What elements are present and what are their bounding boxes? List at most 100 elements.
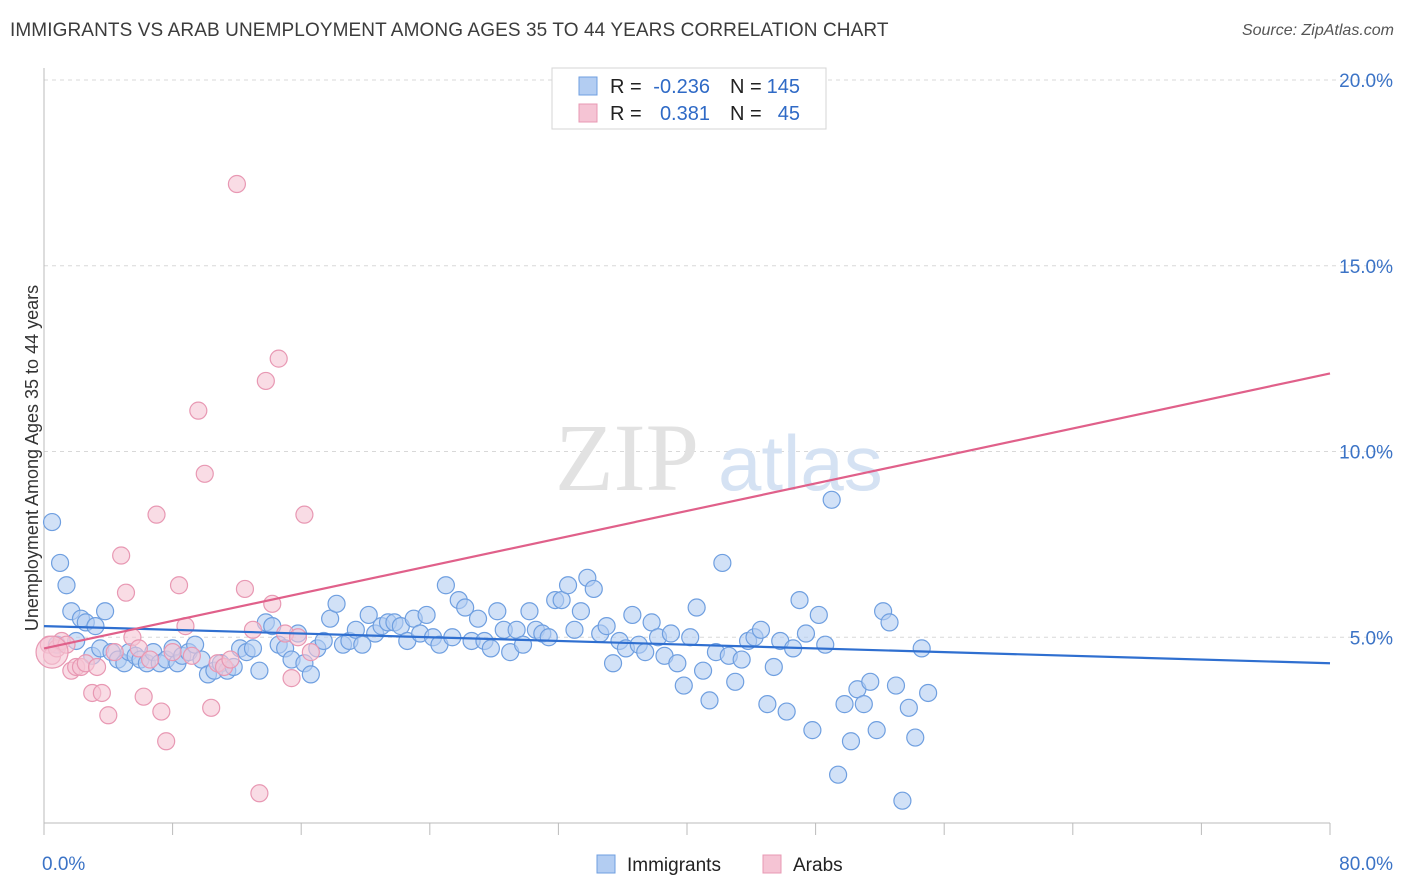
legend-r-value-2: 0.381	[660, 103, 710, 125]
immigrants-point-120	[790, 590, 809, 610]
immigrants-point-100	[661, 624, 681, 643]
arabs-point-42	[288, 628, 308, 647]
immigrants-point-91	[603, 654, 623, 673]
immigrants-point-46	[314, 631, 333, 651]
legend-r-label-2: R =	[610, 103, 642, 125]
bottom-swatch-immigrants	[596, 854, 616, 874]
legend-box: R = -0.236 N = 145 R = 0.381 N = 45	[551, 67, 827, 130]
immigrants-point-111	[732, 650, 751, 669]
arabs-trend-line	[43, 372, 1331, 650]
arabs-point-26	[182, 646, 201, 665]
immigrants-point-36	[250, 661, 269, 680]
arabs-point-21	[152, 702, 171, 721]
immigrants-point-78	[520, 602, 539, 621]
trend-lines	[43, 372, 1331, 665]
immigrants-point-126	[829, 765, 848, 784]
legend-n-label-1: N =	[730, 76, 762, 98]
immigrants-point-86	[571, 602, 591, 621]
legend-swatch-arabs	[578, 103, 598, 123]
arabs-point-35	[243, 620, 263, 639]
y-tick-label-1: 10.0%	[1339, 443, 1393, 464]
y-tick-label-3: 20.0%	[1339, 71, 1393, 92]
tick-labels: 5.0% 10.0% 15.0% 20.0% 0.0% 80.0%	[42, 71, 1393, 875]
immigrants-trend-line	[43, 625, 1331, 665]
bottom-swatch-arabs	[762, 854, 782, 874]
immigrants-point-102	[674, 676, 693, 695]
immigrants-point-44	[301, 665, 320, 684]
immigrants-point-123	[809, 605, 828, 625]
source-label: Source: ZipAtlas.com	[1241, 22, 1394, 39]
immigrants-point-2	[50, 553, 70, 573]
immigrants-point-35	[243, 639, 263, 658]
x-tick-label-1: 80.0%	[1339, 854, 1393, 875]
arabs-points	[35, 174, 320, 803]
arabs-point-11	[92, 683, 111, 703]
immigrants-point-88	[584, 579, 603, 599]
immigrants-point-115	[758, 695, 777, 714]
watermark-atlas: atlas	[718, 419, 883, 507]
immigrants-point-94	[623, 605, 642, 625]
immigrants-point-53	[359, 605, 378, 625]
arabs-point-28	[195, 464, 214, 483]
arabs-point-cluster	[35, 635, 69, 669]
watermark: ZIP atlas	[555, 404, 883, 511]
immigrants-point-131	[861, 672, 880, 691]
immigrants-point-62	[417, 605, 436, 625]
immigrants-point-48	[327, 594, 346, 613]
immigrants-point-0	[42, 512, 62, 532]
arabs-point-14	[112, 546, 131, 565]
arabs-point-33	[227, 174, 246, 194]
immigrants-point-132	[867, 721, 886, 740]
arabs-point-17	[129, 639, 148, 658]
arabs-point-37	[256, 371, 275, 391]
immigrants-points	[42, 490, 938, 810]
arabs-point-36	[250, 784, 269, 803]
arabs-point-15	[116, 583, 136, 602]
immigrants-point-108	[713, 553, 732, 573]
arabs-point-22	[157, 732, 176, 751]
immigrants-point-140	[919, 683, 938, 703]
immigrants-point-122	[803, 721, 822, 740]
bottom-legend: Immigrants Arabs	[596, 854, 843, 876]
immigrants-point-96	[636, 643, 655, 662]
axes	[43, 68, 1331, 835]
grid-lines	[44, 79, 1392, 638]
legend-n-value-2: 45	[778, 103, 800, 125]
y-axis-label: Unemployment Among Ages 35 to 44 years	[22, 285, 42, 631]
arabs-point-20	[147, 505, 166, 524]
immigrants-point-105	[693, 661, 713, 680]
immigrants-point-128	[841, 732, 861, 751]
immigrants-point-135	[886, 676, 906, 695]
immigrants-point-90	[597, 617, 616, 636]
arabs-point-41	[282, 669, 301, 688]
arabs-point-27	[189, 401, 208, 420]
legend-swatch-immigrants	[578, 76, 598, 96]
immigrants-point-104	[687, 598, 706, 617]
immigrants-point-138	[906, 728, 925, 747]
y-tick-label-2: 15.0%	[1339, 257, 1393, 278]
immigrants-point-124	[816, 635, 835, 654]
immigrants-point-114	[751, 620, 771, 639]
legend-n-label-2: N =	[730, 103, 762, 125]
legend-r-value-1: -0.236	[653, 76, 710, 98]
immigrants-point-134	[880, 613, 899, 632]
arabs-point-24	[169, 576, 189, 595]
immigrants-point-116	[764, 657, 783, 677]
immigrants-point-121	[796, 624, 816, 643]
immigrants-point-73	[488, 602, 507, 621]
immigrants-point-65	[436, 576, 455, 595]
arabs-point-19	[140, 650, 160, 669]
arabs-point-10	[87, 657, 107, 677]
arabs-point-12	[99, 706, 118, 725]
immigrants-point-101	[668, 654, 687, 673]
immigrants-point-106	[700, 691, 719, 710]
immigrants-point-84	[558, 576, 578, 595]
immigrants-point-68	[456, 598, 475, 617]
bottom-legend-arabs: Arabs	[793, 855, 843, 876]
immigrants-point-118	[777, 702, 796, 721]
bottom-legend-immigrants: Immigrants	[627, 855, 721, 876]
arabs-point-34	[235, 579, 255, 599]
immigrants-point-110	[726, 672, 745, 691]
arabs-point-32	[221, 650, 240, 669]
